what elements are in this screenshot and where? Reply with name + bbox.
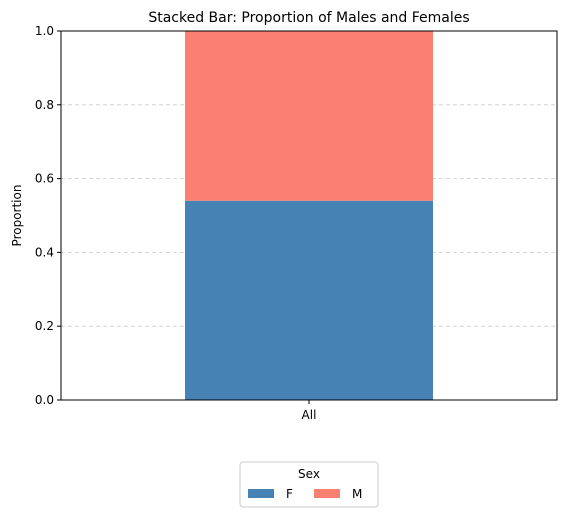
chart-title: Stacked Bar: Proportion of Males and Fem…	[148, 10, 469, 26]
legend-title: Sex	[298, 467, 320, 481]
bars	[185, 31, 433, 400]
bar-segment-m	[185, 31, 433, 201]
y-axis-ticks: 0.0 0.2 0.4 0.6 0.8 1.0	[35, 24, 61, 407]
x-axis-ticks: All	[302, 400, 317, 422]
legend-label-f: F	[286, 487, 293, 501]
y-tick-label: 0.6	[35, 172, 54, 186]
y-tick-label: 0.0	[35, 393, 54, 407]
legend-frame	[239, 461, 379, 508]
legend-swatch-m	[314, 489, 340, 498]
y-axis-label: Proportion	[10, 185, 24, 247]
y-tick-label: 0.2	[35, 319, 54, 333]
y-tick-label: 0.8	[35, 98, 54, 112]
legend-label-m: M	[352, 487, 362, 501]
x-tick-label: All	[302, 408, 317, 422]
y-tick-label: 1.0	[35, 24, 54, 38]
legend-swatch-f	[248, 489, 274, 498]
bar-segment-f	[185, 200, 433, 400]
y-tick-label: 0.4	[35, 245, 54, 259]
